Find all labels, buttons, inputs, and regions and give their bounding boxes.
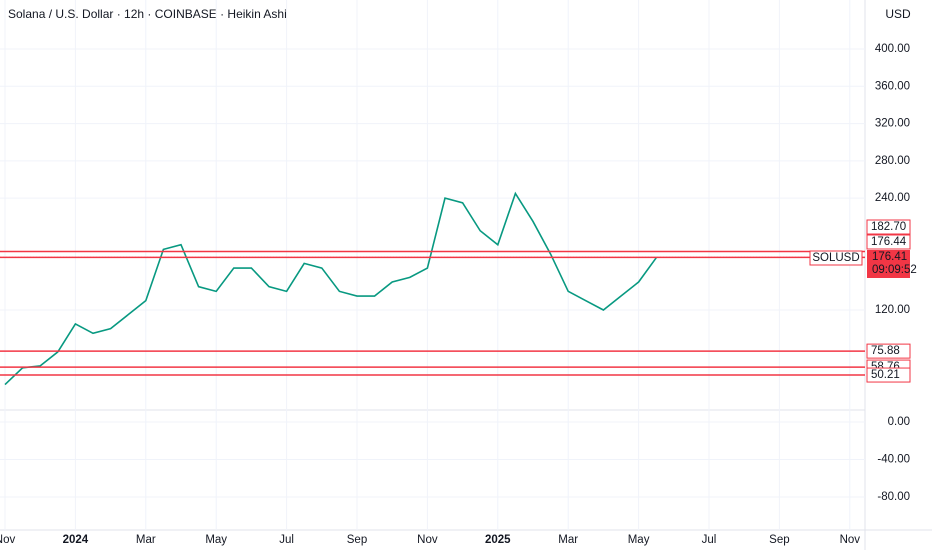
level-label: 182.70 bbox=[871, 221, 906, 233]
y-tick-label: 240.00 bbox=[875, 192, 910, 204]
price-line bbox=[4, 191, 657, 386]
x-tick-label: Sep bbox=[769, 534, 789, 546]
y-tick-label: 320.00 bbox=[875, 118, 910, 130]
level-label-box bbox=[866, 367, 911, 383]
level-label-box bbox=[866, 234, 911, 250]
y-tick-label: 400.00 bbox=[875, 43, 910, 55]
x-tick-label: May bbox=[628, 534, 650, 546]
x-tick-label: Mar bbox=[558, 534, 578, 546]
symbol-label: SOLUSD bbox=[812, 252, 859, 264]
x-tick-label: 2024 bbox=[63, 534, 89, 546]
chart-title: Solana / U.S. Dollar · 12h · COINBASE · … bbox=[8, 7, 287, 21]
x-tick-label: Jul bbox=[279, 534, 294, 546]
y-tick-label: 360.00 bbox=[875, 80, 910, 92]
level-label: 176.44 bbox=[871, 236, 907, 248]
level-label-box bbox=[866, 219, 911, 235]
x-tick-label: Sep bbox=[347, 534, 367, 546]
y-tick-label: 120.00 bbox=[875, 304, 910, 316]
symbol-tag bbox=[809, 250, 863, 266]
countdown: 09:09:52 bbox=[872, 264, 917, 276]
level-label-box bbox=[866, 343, 911, 359]
x-tick-label: Mar bbox=[136, 534, 156, 546]
level-label: 50.21 bbox=[871, 369, 900, 381]
last-price-label: 176.41 bbox=[872, 251, 907, 263]
last-price-box bbox=[867, 250, 910, 278]
currency: USD bbox=[885, 7, 911, 21]
y2-tick-label: -40.00 bbox=[877, 454, 910, 466]
x-tick-label: May bbox=[205, 534, 227, 546]
level-label: 75.88 bbox=[871, 345, 900, 357]
y-tick-label: 280.00 bbox=[875, 155, 910, 167]
x-tick-label: Nov bbox=[840, 534, 861, 546]
x-tick-label: Nov bbox=[417, 534, 438, 546]
x-tick-label: Jul bbox=[702, 534, 717, 546]
x-tick-label: Nov bbox=[0, 534, 15, 546]
y2-tick-label: 0.00 bbox=[888, 416, 910, 428]
y2-tick-label: -80.00 bbox=[877, 491, 910, 503]
x-tick-label: 2025 bbox=[485, 534, 511, 546]
